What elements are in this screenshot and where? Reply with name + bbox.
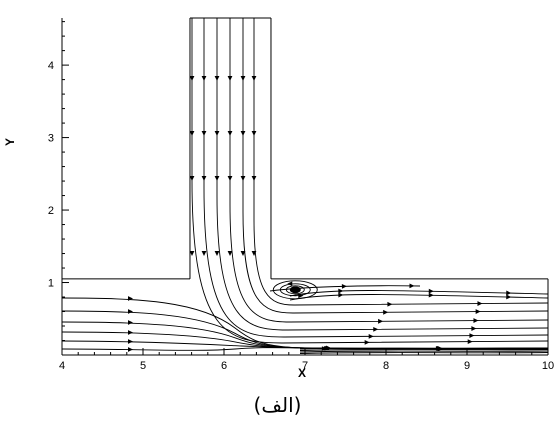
streamline-arrow xyxy=(201,251,207,256)
streamline-arrow xyxy=(473,318,479,323)
vortex-loop xyxy=(285,285,305,295)
streamline-arrow xyxy=(128,296,133,301)
streamline-arrow xyxy=(341,283,347,289)
streamline-arrow xyxy=(189,176,195,181)
x-axis-title: X xyxy=(298,366,306,380)
streamline-arrow xyxy=(240,76,246,81)
streamline-arrow xyxy=(471,326,477,331)
y-axis-title: Y xyxy=(3,138,17,146)
streamline-arrow xyxy=(128,309,133,314)
streamline-arrow xyxy=(128,320,133,325)
streamline-arrow xyxy=(227,131,233,136)
streamline-arrow xyxy=(227,176,233,181)
y-tick-label: 1 xyxy=(48,278,54,290)
streamline-arrow xyxy=(467,339,473,345)
streamline-arrow xyxy=(227,251,233,256)
streamline-arrow xyxy=(240,131,246,136)
streamline-arrow xyxy=(128,330,133,335)
x-tick-label: 7 xyxy=(302,360,308,372)
streamline-arrow xyxy=(240,176,246,181)
x-tick-label: 4 xyxy=(59,360,65,372)
streamline-arrow xyxy=(240,251,246,256)
streamline-arrow xyxy=(373,326,379,332)
streamline-arrow xyxy=(251,251,257,256)
streamline-arrow xyxy=(214,76,220,81)
streamline-arrow xyxy=(506,290,512,296)
streamline-arrow xyxy=(477,301,483,306)
streamline-arrow xyxy=(338,288,344,294)
streamline-arrow xyxy=(201,76,207,81)
streamline-arrow xyxy=(214,131,220,136)
streamline-arrow xyxy=(326,345,332,351)
x-tick-label: 5 xyxy=(140,360,146,372)
wake-streamline xyxy=(269,285,421,292)
streamline-arrow xyxy=(475,309,481,314)
streamline-arrow xyxy=(469,333,475,338)
streamline-arrows xyxy=(128,76,512,352)
streamline-arrow xyxy=(438,346,444,352)
vortex-core xyxy=(289,286,301,294)
axes xyxy=(61,18,549,356)
tick-labels: 4 5 6 7 8 9 10 1 2 3 4 xyxy=(48,60,554,372)
y-tick-label: 2 xyxy=(48,205,54,217)
figure-caption: (الف) xyxy=(253,393,302,417)
recirculation-vortex xyxy=(272,280,318,300)
streamline-arrow xyxy=(338,292,344,298)
branch-streamline xyxy=(229,18,549,323)
branch-streamline xyxy=(242,18,549,314)
streamline-arrow xyxy=(387,301,393,307)
streamline-arrow xyxy=(189,131,195,136)
branch-streamline xyxy=(191,18,549,344)
x-tick-label: 9 xyxy=(464,360,470,372)
near-wall-streamline xyxy=(299,349,549,351)
streamline-arrow xyxy=(251,176,257,181)
streamline-arrow xyxy=(189,76,195,81)
branch-streamline xyxy=(253,18,549,306)
streamline-arrow xyxy=(409,283,415,289)
channel-walls xyxy=(62,17,549,355)
streamline-arrow xyxy=(251,76,257,81)
streamline-arrow xyxy=(251,131,257,136)
streamline-arrow xyxy=(214,176,220,181)
streamline-arrow xyxy=(364,339,370,345)
y-tick-label: 4 xyxy=(48,60,54,72)
streamline-arrow xyxy=(214,251,220,256)
streamline-arrow xyxy=(383,309,389,315)
streamline-arrow xyxy=(506,294,512,300)
streamline-arrow xyxy=(201,176,207,181)
y-tick-label: 3 xyxy=(48,133,54,145)
streamline-arrow xyxy=(128,347,133,352)
streamline-arrow xyxy=(128,339,133,344)
vortex-loop xyxy=(279,283,311,297)
x-tick-label: 6 xyxy=(221,360,227,372)
branch-streamline xyxy=(216,18,549,331)
x-tick-label: 10 xyxy=(542,360,554,372)
streamline-arrow xyxy=(428,292,434,298)
near-wall-streamline xyxy=(299,350,549,353)
streamline-arrow xyxy=(189,251,195,256)
streamline-arrow xyxy=(428,288,434,294)
streamline-arrow xyxy=(368,333,374,339)
streamline-arrow xyxy=(201,131,207,136)
branch-streamline xyxy=(203,18,549,338)
streamline-arrow xyxy=(227,76,233,81)
inlet-streamline xyxy=(61,331,549,350)
vortex-loop xyxy=(272,280,318,300)
streamlines xyxy=(61,18,549,354)
streamline-arrow xyxy=(378,318,384,324)
x-tick-label: 8 xyxy=(383,360,389,372)
